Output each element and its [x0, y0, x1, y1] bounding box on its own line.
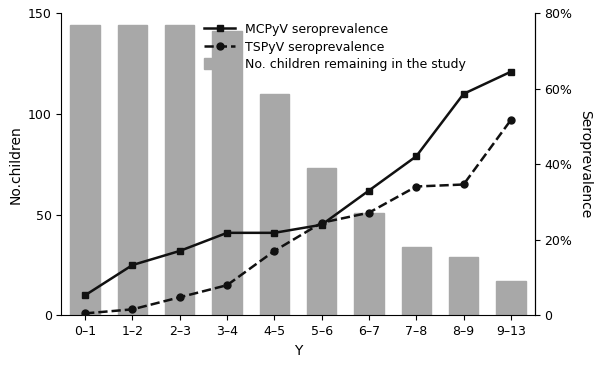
- Bar: [401, 247, 431, 315]
- Legend: MCPyV seroprevalence, TSPyV seroprevalence, No. children remaining in the study: MCPyV seroprevalence, TSPyV seroprevalen…: [200, 20, 470, 75]
- Bar: [165, 25, 194, 315]
- MCPyV seroprevalence: [507, 70, 514, 74]
- Bar: [260, 94, 289, 315]
- Y-axis label: Seroprevalence: Seroprevalence: [578, 110, 592, 219]
- MCPyV seroprevalence: [413, 154, 420, 158]
- TSPyV seroprevalence: [365, 210, 373, 215]
- TSPyV seroprevalence: [82, 311, 89, 315]
- MCPyV seroprevalence: [318, 223, 325, 227]
- Bar: [354, 213, 383, 315]
- TSPyV seroprevalence: [413, 184, 420, 189]
- X-axis label: Y: Y: [294, 344, 302, 358]
- MCPyV seroprevalence: [176, 249, 184, 253]
- TSPyV seroprevalence: [176, 295, 184, 299]
- MCPyV seroprevalence: [271, 231, 278, 235]
- MCPyV seroprevalence: [460, 92, 467, 96]
- TSPyV seroprevalence: [318, 221, 325, 225]
- Y-axis label: No.children: No.children: [8, 125, 22, 204]
- MCPyV seroprevalence: [365, 188, 373, 193]
- Bar: [449, 257, 478, 315]
- Bar: [118, 25, 147, 315]
- Bar: [70, 25, 100, 315]
- TSPyV seroprevalence: [129, 307, 136, 311]
- MCPyV seroprevalence: [82, 293, 89, 298]
- Bar: [496, 281, 526, 315]
- Line: TSPyV seroprevalence: TSPyV seroprevalence: [82, 117, 514, 317]
- MCPyV seroprevalence: [129, 263, 136, 267]
- Bar: [307, 168, 337, 315]
- TSPyV seroprevalence: [507, 118, 514, 122]
- MCPyV seroprevalence: [223, 231, 230, 235]
- Line: MCPyV seroprevalence: MCPyV seroprevalence: [82, 68, 514, 299]
- TSPyV seroprevalence: [271, 249, 278, 253]
- TSPyV seroprevalence: [223, 283, 230, 287]
- TSPyV seroprevalence: [460, 182, 467, 187]
- Bar: [212, 31, 242, 315]
